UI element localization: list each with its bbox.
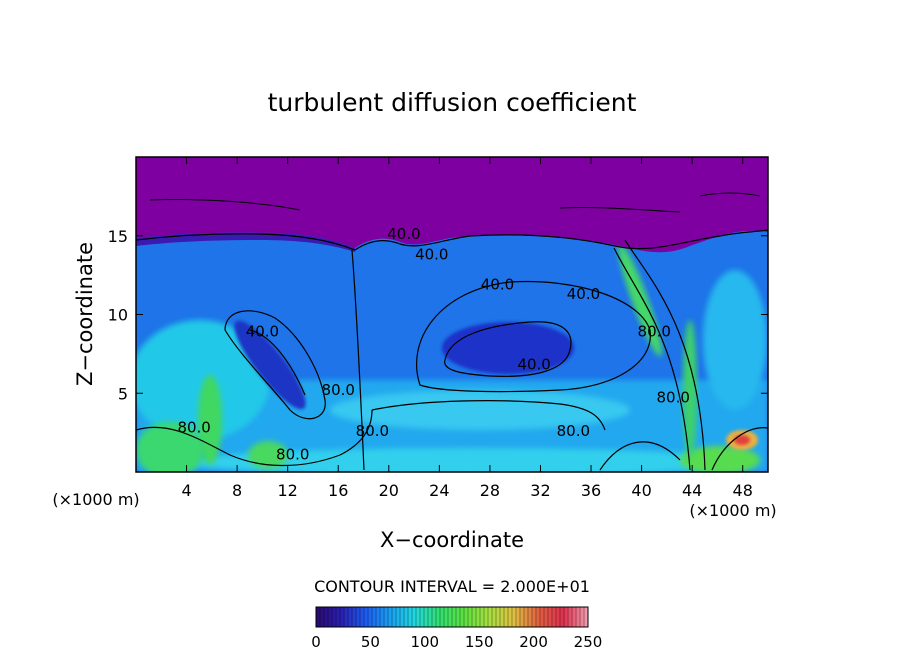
- x-tick-label: 40: [631, 481, 651, 500]
- field-green-mid: [248, 441, 288, 469]
- x-tick-label: 20: [379, 481, 399, 500]
- contour-label: 40.0: [246, 323, 279, 341]
- contour-stem-right2: [624, 239, 706, 471]
- colorbar-tick-label: 200: [519, 633, 548, 651]
- field-stratosphere: [136, 157, 768, 253]
- field-cyan-bottom: [190, 448, 750, 472]
- x-tick-label: 32: [530, 481, 550, 500]
- x-tick-label: 12: [278, 481, 298, 500]
- colorbar-tick-label: 250: [574, 633, 603, 651]
- y-tick-label: 10: [108, 306, 128, 325]
- contour-loop-left: [224, 310, 326, 420]
- x-units-right: (×1000 m): [689, 501, 776, 520]
- contour-label: 40.0: [415, 245, 448, 263]
- x-tick-label: 4: [181, 481, 191, 500]
- chart-title: turbulent diffusion coefficient: [268, 88, 637, 117]
- contour-label: 40.0: [567, 285, 600, 303]
- contour-stem-left: [351, 249, 365, 471]
- contour-label: 40.0: [387, 225, 420, 243]
- field-green-stem: [618, 243, 662, 357]
- colorbar: 0 50 100 150 200 250: [311, 606, 602, 651]
- contour-interval: CONTOUR INTERVAL = 2.000E+01: [314, 577, 590, 596]
- field-red-hot: [734, 435, 750, 445]
- x-tick-label: 24: [429, 481, 449, 500]
- plot-area: [136, 157, 768, 472]
- field-stratosphere-edge: [136, 232, 355, 252]
- contour-upper-boundary: [136, 229, 768, 251]
- y-tick-label: 15: [108, 227, 128, 246]
- contour-label: 80.0: [638, 323, 671, 341]
- contour-label: 80.0: [322, 381, 355, 399]
- y-axis-label: Z−coordinate: [73, 242, 97, 386]
- y-axis: 5 10 15: [108, 227, 768, 403]
- colorbar-tick-label: 50: [361, 633, 380, 651]
- field-core-left: [234, 320, 306, 410]
- contour-label: 80.0: [656, 389, 689, 407]
- contour-bottom-right: [599, 441, 681, 471]
- field-green-right: [680, 446, 760, 472]
- contour-core-right: [444, 321, 572, 377]
- contour-label: 80.0: [356, 422, 389, 440]
- x-tick-label: 36: [581, 481, 601, 500]
- field-cyan-left: [136, 320, 270, 440]
- x-units-left: (×1000 m): [52, 490, 139, 509]
- x-tick-label: 48: [733, 481, 753, 500]
- contour-loop-right: [415, 280, 651, 393]
- field-core-right: [442, 322, 574, 374]
- contour-label: 40.0: [517, 356, 550, 374]
- field-cyan-right: [703, 270, 767, 410]
- contour-label: 80.0: [557, 422, 590, 440]
- x-tick-label: 16: [328, 481, 348, 500]
- colorbar-tick-label: 100: [410, 633, 439, 651]
- x-tick-label: 8: [232, 481, 242, 500]
- x-tick-label: 44: [682, 481, 702, 500]
- field-cyan-mid: [330, 390, 630, 430]
- x-axis: 4 8 12 16 20 24 28 32 36 40 44 48: [181, 157, 753, 500]
- contour-label: 80.0: [276, 445, 309, 463]
- colorbar-frame: [315, 606, 589, 628]
- colorbar-ticks: 0 50 100 150 200 250: [311, 633, 602, 651]
- contour-right-edge: [711, 427, 768, 471]
- x-axis-label: X−coordinate: [380, 528, 524, 552]
- contour-labels: 40.0 40.0 40.0 40.0 40.0 40.0 80.0 80.0 80.0 80.0…: [177, 225, 689, 464]
- contour-bottom-left: [136, 409, 373, 467]
- contour-upper-streaks: [149, 192, 761, 213]
- contour-lines: [136, 192, 768, 471]
- field-green-left2: [198, 375, 222, 465]
- y-tick-label: 5: [118, 384, 128, 403]
- contour-lower-band: [371, 400, 606, 431]
- x-tick-label: 28: [480, 481, 500, 500]
- colorbar-stripes: [319, 607, 585, 627]
- colorbar-tick-label: 0: [311, 633, 321, 651]
- contour-label: 40.0: [481, 275, 514, 293]
- colorbar-tick-label: 150: [465, 633, 494, 651]
- contour-label: 80.0: [177, 419, 210, 437]
- contour-loop-left-inner: [249, 329, 306, 396]
- contour-stem-right: [613, 247, 691, 471]
